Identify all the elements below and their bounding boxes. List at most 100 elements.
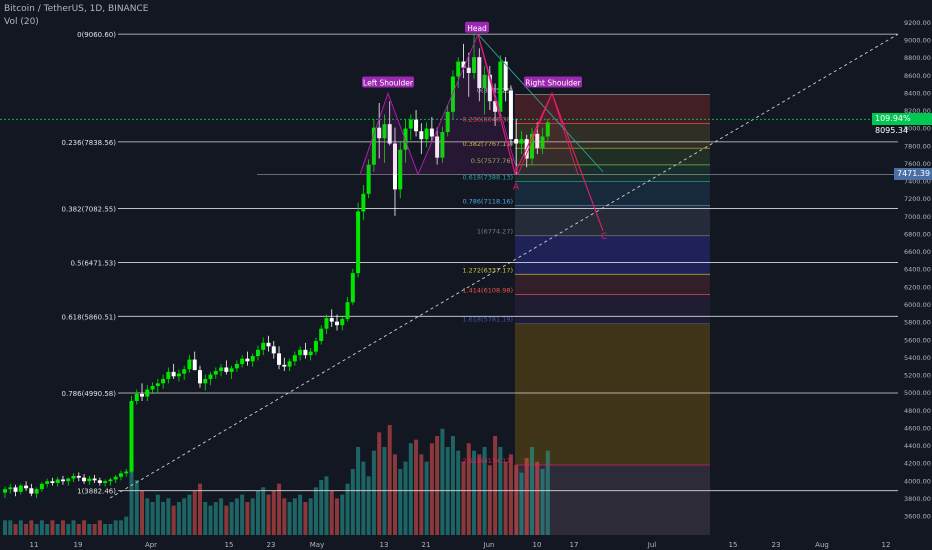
candle-body bbox=[145, 389, 150, 397]
left-shoulder-label: Left Shoulder bbox=[363, 78, 414, 87]
candle-body bbox=[335, 321, 340, 326]
dashed-trendline bbox=[109, 33, 899, 499]
volume-bar bbox=[103, 524, 108, 535]
candle-body bbox=[66, 478, 71, 482]
candle-body bbox=[356, 211, 361, 274]
candle-body bbox=[24, 485, 29, 489]
projection-label: 0.5(7577.76) bbox=[471, 157, 513, 165]
fib-label: 0.618(5860.51) bbox=[62, 313, 117, 321]
candle-body bbox=[324, 318, 329, 329]
y-tick-label: 6200.00 bbox=[904, 283, 931, 291]
candle-body bbox=[29, 488, 34, 494]
volume-bar bbox=[129, 454, 134, 535]
x-tick-label: Jun bbox=[483, 541, 495, 549]
volume-bar bbox=[298, 494, 303, 535]
candle-body bbox=[392, 143, 397, 190]
candle-body bbox=[287, 361, 292, 367]
projection-label: 1.272(6337.17) bbox=[462, 266, 513, 274]
x-tick-label: 17 bbox=[570, 541, 579, 549]
projection-zone bbox=[515, 148, 710, 165]
candle-body bbox=[424, 128, 429, 140]
candle-body bbox=[203, 378, 208, 384]
y-tick-label: 3600.00 bbox=[904, 513, 931, 521]
price-axis: 3600.00 3800.00 4000.00 4200.00 4400.00 4600.… bbox=[904, 19, 931, 521]
volume-bar bbox=[29, 520, 34, 535]
fib-label: 0.5(6471.53) bbox=[70, 259, 116, 267]
x-tick-label: Jul bbox=[647, 541, 657, 549]
candle-body bbox=[371, 127, 376, 165]
point-c-label: C bbox=[601, 232, 607, 242]
candle-body bbox=[271, 346, 276, 354]
volume-bar bbox=[224, 505, 229, 535]
y-tick-label: 4400.00 bbox=[904, 442, 931, 450]
head-shoulders-pattern bbox=[359, 32, 604, 175]
volume-bar bbox=[45, 524, 50, 535]
x-tick-label: Apr bbox=[145, 541, 157, 549]
candle-body bbox=[140, 393, 145, 397]
volume-bar bbox=[313, 487, 318, 535]
volume-bar bbox=[440, 428, 445, 535]
volume-bar bbox=[39, 520, 44, 535]
candle-body bbox=[150, 385, 155, 390]
projection-label: 0.618(7388.13) bbox=[462, 174, 513, 182]
volume-bar bbox=[287, 502, 292, 535]
volume-bar bbox=[545, 450, 550, 535]
candle-body bbox=[472, 57, 477, 74]
volume-bar bbox=[535, 461, 540, 535]
y-tick-label: 4200.00 bbox=[904, 460, 931, 468]
y-tick-label: 5600.00 bbox=[904, 336, 931, 344]
candle-body bbox=[361, 193, 366, 212]
volume-bar bbox=[519, 472, 524, 535]
candle-body bbox=[535, 133, 540, 148]
candle-body bbox=[498, 61, 503, 112]
volume-bar bbox=[87, 524, 92, 535]
volume-bar bbox=[197, 483, 202, 535]
volume-bar bbox=[234, 498, 239, 535]
candle-body bbox=[182, 369, 187, 374]
volume-bar bbox=[55, 524, 60, 535]
volume-bar bbox=[487, 465, 492, 535]
projection-zone bbox=[515, 235, 710, 275]
volume-bar bbox=[514, 465, 519, 535]
point-a-label: A bbox=[513, 182, 520, 192]
candle-body bbox=[450, 76, 455, 112]
candle-body bbox=[277, 353, 282, 365]
volume-bar bbox=[503, 461, 508, 535]
candle-body bbox=[477, 57, 482, 88]
x-tick-label: May bbox=[310, 541, 324, 549]
candle-body bbox=[366, 164, 371, 194]
candle-body bbox=[39, 483, 44, 490]
candle-body bbox=[3, 489, 7, 493]
x-tick-label: 15 bbox=[225, 541, 234, 549]
volume-series bbox=[3, 425, 550, 535]
head-shape bbox=[417, 32, 519, 175]
x-tick-label: 21 bbox=[422, 541, 431, 549]
candle-body bbox=[414, 119, 419, 132]
volume-bar bbox=[414, 439, 419, 535]
volume-bar bbox=[24, 524, 29, 535]
volume-bar bbox=[92, 524, 97, 535]
volume-bar bbox=[71, 520, 76, 535]
fib-label: 0(9060.60) bbox=[77, 31, 116, 39]
x-tick-label: 10 bbox=[533, 541, 542, 549]
candle-body bbox=[456, 61, 461, 77]
volume-bar bbox=[308, 498, 313, 535]
symbol-title: Bitcoin / TetherUS, 1D, BINANCE bbox=[4, 4, 149, 14]
candle-body bbox=[398, 149, 403, 190]
candle-body bbox=[219, 367, 224, 372]
y-tick-label: 8400.00 bbox=[904, 89, 931, 97]
y-tick-label: 6800.00 bbox=[904, 230, 931, 238]
volume-bar bbox=[335, 498, 340, 535]
candle-body bbox=[13, 487, 18, 492]
candle-body bbox=[482, 74, 487, 88]
candle-body bbox=[192, 359, 197, 371]
volume-bar bbox=[461, 461, 466, 535]
candle-body bbox=[55, 479, 60, 483]
left-shoulder-label-bg bbox=[362, 76, 414, 88]
right-shoulder-label-bg bbox=[524, 76, 582, 88]
volume-bar bbox=[419, 454, 424, 535]
volume-bar bbox=[329, 491, 334, 535]
head-label: Head bbox=[467, 24, 487, 33]
fib-label: 0.382(7082.55) bbox=[62, 206, 117, 214]
